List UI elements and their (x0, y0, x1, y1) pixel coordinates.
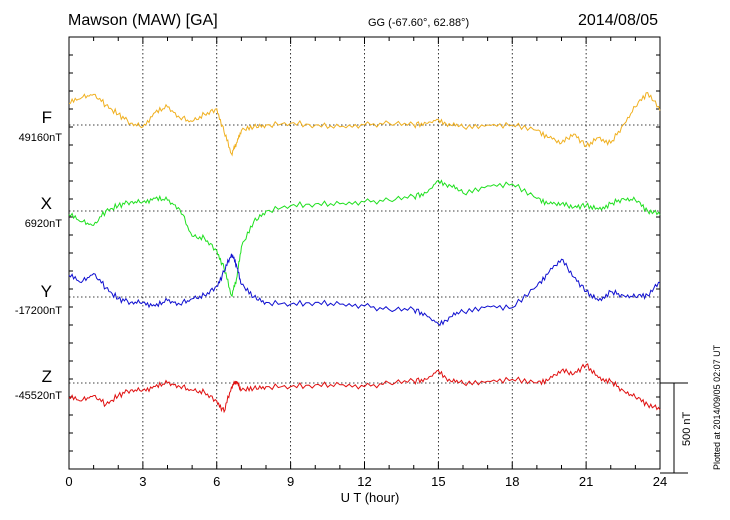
series-label-f: F (41, 108, 52, 127)
x-axis-label: U T (hour) (340, 490, 400, 505)
x-tick-label: 24 (653, 474, 667, 489)
series-line-f (68, 92, 661, 157)
series-baseline-y: -17200nT (14, 305, 62, 317)
x-tick-label: 6 (213, 474, 220, 489)
x-tick-label: 15 (431, 474, 445, 489)
series-line-y (68, 253, 661, 327)
series-baseline-f: 49160nT (18, 132, 62, 144)
station-coordinates: GG (-67.60°, 62.88°) (368, 17, 470, 29)
series-line-x (68, 179, 661, 298)
x-tick-label: 18 (505, 474, 519, 489)
x-tick-label: 12 (357, 474, 371, 489)
series-baseline-z: -45520nT (14, 390, 62, 402)
x-tick-label: 21 (579, 474, 593, 489)
x-tick-label: 3 (139, 474, 146, 489)
series-label-z: Z (41, 367, 52, 386)
series-line-z (68, 363, 661, 414)
series-label-x: X (40, 194, 52, 213)
x-tick-label: 9 (287, 474, 294, 489)
x-tick-label: 0 (65, 474, 72, 489)
series-baseline-x: 6920nT (24, 218, 62, 230)
series-label-y: Y (40, 282, 52, 301)
plot-date: 2014/08/05 (578, 12, 659, 29)
station-title: Mawson (MAW) [GA] (68, 12, 218, 29)
